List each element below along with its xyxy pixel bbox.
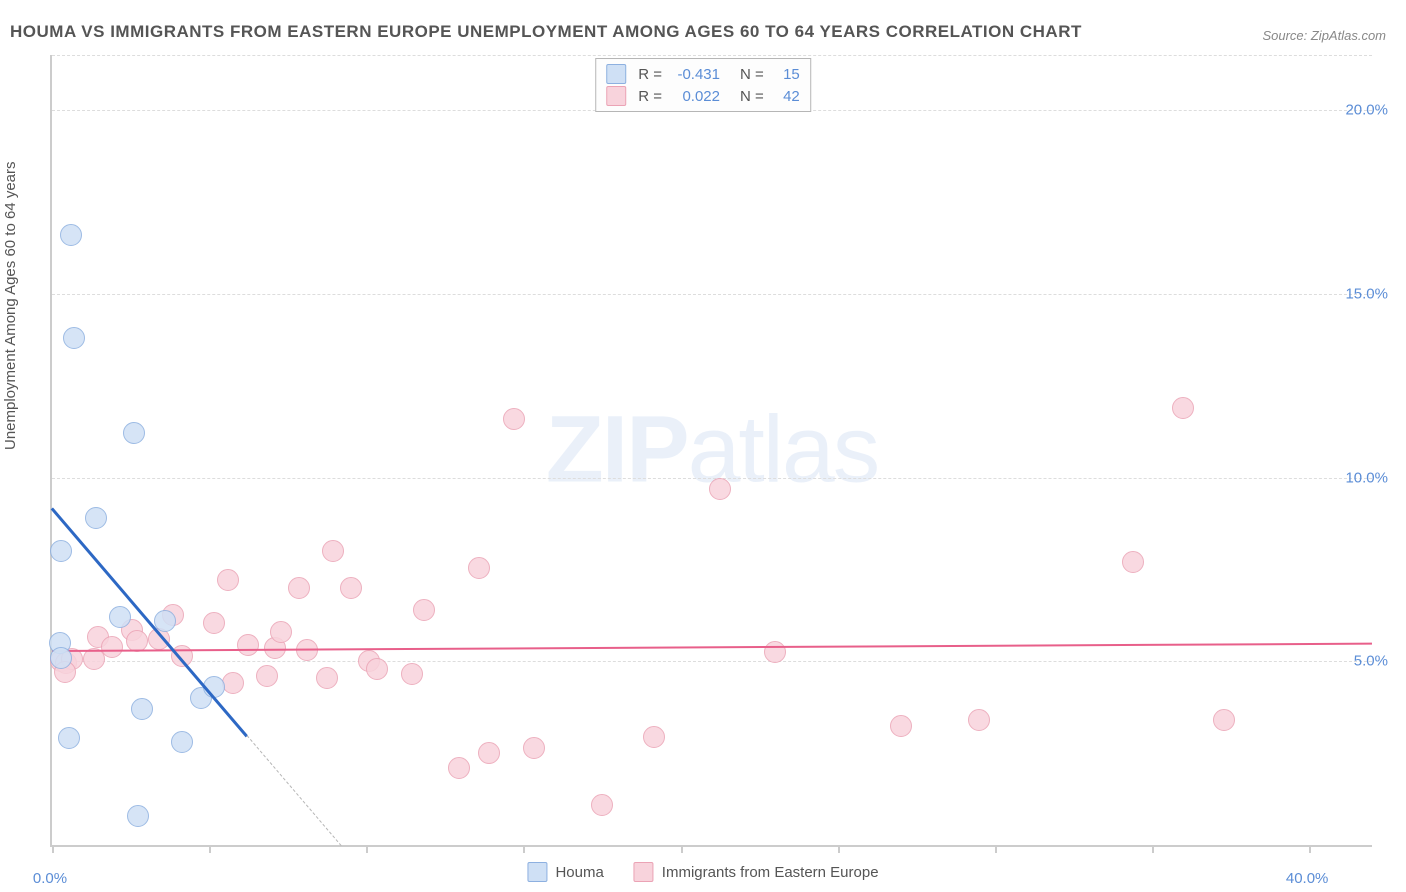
scatter-point: [109, 606, 131, 628]
x-tick-label: 40.0%: [1286, 870, 1329, 887]
scatter-point: [1213, 709, 1235, 731]
scatter-point: [413, 599, 435, 621]
source-attribution: Source: ZipAtlas.com: [1262, 28, 1386, 43]
scatter-point: [709, 478, 731, 500]
r-value: -0.431: [670, 66, 720, 83]
legend-row: R = 0.022 N = 42: [606, 85, 800, 107]
scatter-point: [237, 634, 259, 656]
y-tick-label: 15.0%: [1345, 285, 1388, 302]
correlation-legend: R = -0.431 N = 15 R = 0.022 N = 42: [595, 58, 811, 112]
scatter-point: [63, 327, 85, 349]
y-tick-label: 10.0%: [1345, 469, 1388, 486]
x-tick: [681, 845, 683, 853]
scatter-point: [478, 742, 500, 764]
scatter-point: [60, 224, 82, 246]
x-tick: [52, 845, 54, 853]
y-tick-label: 20.0%: [1345, 102, 1388, 119]
scatter-point: [217, 569, 239, 591]
r-value: 0.022: [670, 88, 720, 105]
legend-item: Immigrants from Eastern Europe: [634, 862, 879, 882]
n-value: 42: [772, 88, 800, 105]
scatter-point: [101, 636, 123, 658]
chart-title: HOUMA VS IMMIGRANTS FROM EASTERN EUROPE …: [10, 22, 1082, 42]
legend-label: Immigrants from Eastern Europe: [662, 864, 879, 881]
scatter-point: [154, 610, 176, 632]
scatter-point: [401, 663, 423, 685]
scatter-point: [85, 507, 107, 529]
scatter-point: [968, 709, 990, 731]
scatter-point: [171, 731, 193, 753]
x-tick: [209, 845, 211, 853]
trend-line: [246, 735, 341, 846]
n-label: N =: [740, 88, 764, 105]
scatter-point: [316, 667, 338, 689]
scatter-point: [1122, 551, 1144, 573]
scatter-point: [591, 794, 613, 816]
scatter-point: [764, 641, 786, 663]
scatter-point: [468, 557, 490, 579]
legend-swatch: [606, 86, 626, 106]
scatter-point: [131, 698, 153, 720]
legend-item: Houma: [527, 862, 603, 882]
scatter-point: [270, 621, 292, 643]
series-legend: Houma Immigrants from Eastern Europe: [527, 862, 878, 882]
n-value: 15: [772, 66, 800, 83]
chart-plot-area: ZIPatlas: [50, 55, 1372, 847]
scatter-point: [288, 577, 310, 599]
x-tick: [366, 845, 368, 853]
scatter-point: [1172, 397, 1194, 419]
scatter-point: [340, 577, 362, 599]
scatter-point: [256, 665, 278, 687]
legend-swatch: [606, 64, 626, 84]
watermark-bold: ZIP: [546, 397, 688, 503]
x-tick: [1152, 845, 1154, 853]
x-tick: [995, 845, 997, 853]
scatter-point: [322, 540, 344, 562]
legend-row: R = -0.431 N = 15: [606, 63, 800, 85]
scatter-point: [127, 805, 149, 827]
scatter-point: [222, 672, 244, 694]
r-label: R =: [638, 88, 662, 105]
y-axis-label: Unemployment Among Ages 60 to 64 years: [2, 161, 19, 450]
legend-swatch: [634, 862, 654, 882]
gridline: [52, 294, 1372, 295]
r-label: R =: [638, 66, 662, 83]
scatter-point: [366, 658, 388, 680]
scatter-point: [643, 726, 665, 748]
gridline: [52, 661, 1372, 662]
x-tick-label: 0.0%: [33, 870, 67, 887]
gridline: [52, 55, 1372, 56]
scatter-point: [123, 422, 145, 444]
scatter-point: [448, 757, 470, 779]
scatter-point: [890, 715, 912, 737]
scatter-point: [523, 737, 545, 759]
legend-label: Houma: [555, 864, 603, 881]
scatter-point: [503, 408, 525, 430]
scatter-point: [50, 647, 72, 669]
gridline: [52, 478, 1372, 479]
x-tick: [838, 845, 840, 853]
scatter-point: [58, 727, 80, 749]
scatter-point: [203, 612, 225, 634]
legend-swatch: [527, 862, 547, 882]
scatter-point: [50, 540, 72, 562]
x-tick: [1309, 845, 1311, 853]
y-tick-label: 5.0%: [1354, 653, 1388, 670]
n-label: N =: [740, 66, 764, 83]
x-tick: [523, 845, 525, 853]
